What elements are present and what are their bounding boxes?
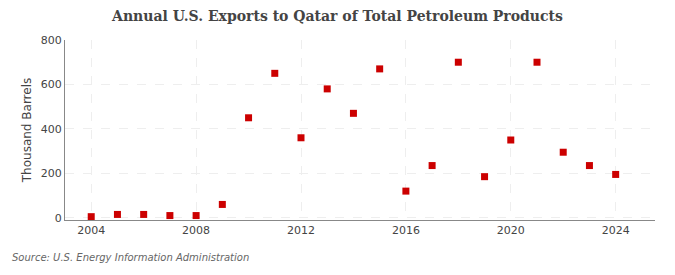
svg-text:2012: 2012 [287,224,315,237]
svg-text:Annual U.S. Exports to Qatar o: Annual U.S. Exports to Qatar of Total Pe… [111,8,563,24]
svg-text:0: 0 [55,212,62,225]
svg-text:2004: 2004 [77,224,105,237]
svg-text:Thousand Barrels: Thousand Barrels [20,78,34,183]
svg-text:2016: 2016 [392,224,420,237]
svg-text:Source: U.S. Energy Informatio: Source: U.S. Energy Information Administ… [12,252,249,263]
svg-text:200: 200 [41,167,62,180]
svg-text:2024: 2024 [602,224,630,237]
svg-text:800: 800 [41,34,62,47]
svg-text:400: 400 [41,123,62,136]
svg-text:2008: 2008 [182,224,210,237]
svg-text:600: 600 [41,78,62,91]
svg-text:2020: 2020 [497,224,525,237]
